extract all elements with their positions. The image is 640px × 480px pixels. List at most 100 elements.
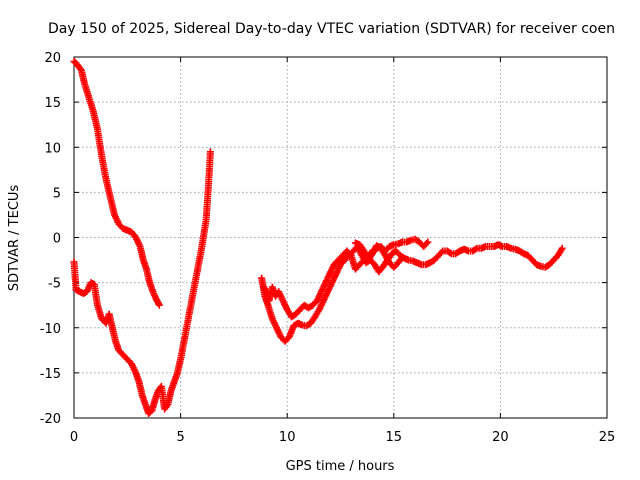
data-point: [450, 253, 452, 255]
data-point: [388, 262, 391, 264]
data-point: [429, 262, 431, 264]
data-point: [73, 261, 75, 263]
data-point: [342, 254, 344, 257]
data-point: [363, 259, 365, 261]
data-point: [305, 325, 307, 327]
data-point: [108, 313, 110, 315]
data-point: [286, 309, 288, 311]
data-point: [90, 282, 92, 284]
data-point: [344, 259, 346, 261]
data-series-5: [351, 239, 406, 271]
data-point: [301, 324, 303, 326]
data-point: [170, 390, 172, 392]
data-point: [354, 242, 357, 244]
data-point: [384, 254, 386, 257]
x-tick-label: 5: [176, 430, 184, 445]
data-point: [209, 151, 212, 153]
data-point: [380, 247, 382, 249]
data-point: [506, 245, 508, 248]
data-point: [388, 245, 391, 248]
data-point: [197, 268, 199, 270]
data-point: [416, 262, 418, 264]
data-point: [540, 265, 542, 267]
data-point: [207, 187, 209, 189]
data-point: [84, 83, 86, 85]
data-point: [173, 381, 175, 383]
data-point: [514, 248, 516, 250]
data-point: [327, 291, 329, 293]
data-point: [267, 304, 269, 306]
data-point: [101, 155, 103, 157]
data-point: [359, 244, 361, 246]
y-tick-label: 10: [44, 141, 61, 156]
data-point: [531, 259, 533, 261]
y-tick-label: 5: [53, 186, 61, 201]
data-point: [335, 273, 337, 275]
data-point: [310, 322, 312, 324]
data-point: [433, 259, 435, 261]
data-point: [145, 268, 148, 270]
data-point: [101, 318, 103, 320]
data-point: [109, 196, 111, 198]
data-point: [395, 250, 397, 252]
y-tick-label: -5: [48, 277, 61, 292]
data-point: [352, 250, 354, 252]
data-point: [280, 336, 282, 338]
data-point: [397, 262, 399, 264]
data-point: [297, 322, 299, 324]
data-point: [378, 271, 380, 273]
data-point: [73, 60, 75, 63]
data-point: [397, 243, 399, 245]
x-axis-label: GPS time / hours: [286, 459, 395, 474]
data-point: [497, 244, 499, 246]
data-point: [427, 241, 429, 243]
data-point: [536, 263, 538, 266]
data-point: [142, 259, 144, 261]
data-point: [337, 259, 339, 261]
data-point: [105, 322, 107, 324]
data-point: [113, 214, 116, 216]
data-point: [518, 250, 521, 252]
data-point: [80, 69, 83, 72]
data-point: [180, 358, 182, 360]
data-point: [346, 250, 348, 252]
data-series-4: [260, 235, 432, 321]
data-point: [88, 97, 90, 99]
data-point: [188, 313, 190, 315]
data-point: [489, 245, 491, 248]
data-series-3: [258, 241, 566, 345]
data-point: [167, 403, 169, 406]
data-point: [312, 304, 314, 306]
data-point: [96, 128, 99, 130]
y-tick-label: 0: [53, 232, 61, 247]
data-point: [205, 218, 207, 221]
data-point: [425, 263, 427, 266]
data-point: [295, 313, 297, 315]
data-point: [523, 253, 525, 255]
data-point: [322, 300, 325, 302]
data-point: [382, 265, 384, 267]
data-point: [157, 390, 159, 392]
data-point: [92, 110, 94, 112]
data-point: [393, 244, 395, 246]
data-point: [367, 259, 369, 261]
x-tick-label: 0: [70, 430, 78, 445]
data-point: [418, 241, 420, 243]
data-point: [410, 239, 412, 241]
data-point: [401, 256, 403, 258]
data-point: [527, 254, 529, 257]
data-point: [144, 403, 147, 406]
data-point: [391, 253, 393, 255]
x-tick-label: 25: [599, 430, 616, 445]
data-point: [152, 291, 154, 293]
data-point: [151, 410, 153, 412]
data-point: [459, 250, 461, 252]
y-tick-label: -20: [40, 412, 61, 427]
data-point: [261, 277, 263, 279]
data-point: [561, 247, 563, 249]
data-point: [442, 250, 444, 252]
data-point: [149, 282, 151, 284]
data-point: [75, 62, 77, 64]
data-point: [405, 241, 408, 243]
y-tick-label: -15: [40, 367, 61, 382]
